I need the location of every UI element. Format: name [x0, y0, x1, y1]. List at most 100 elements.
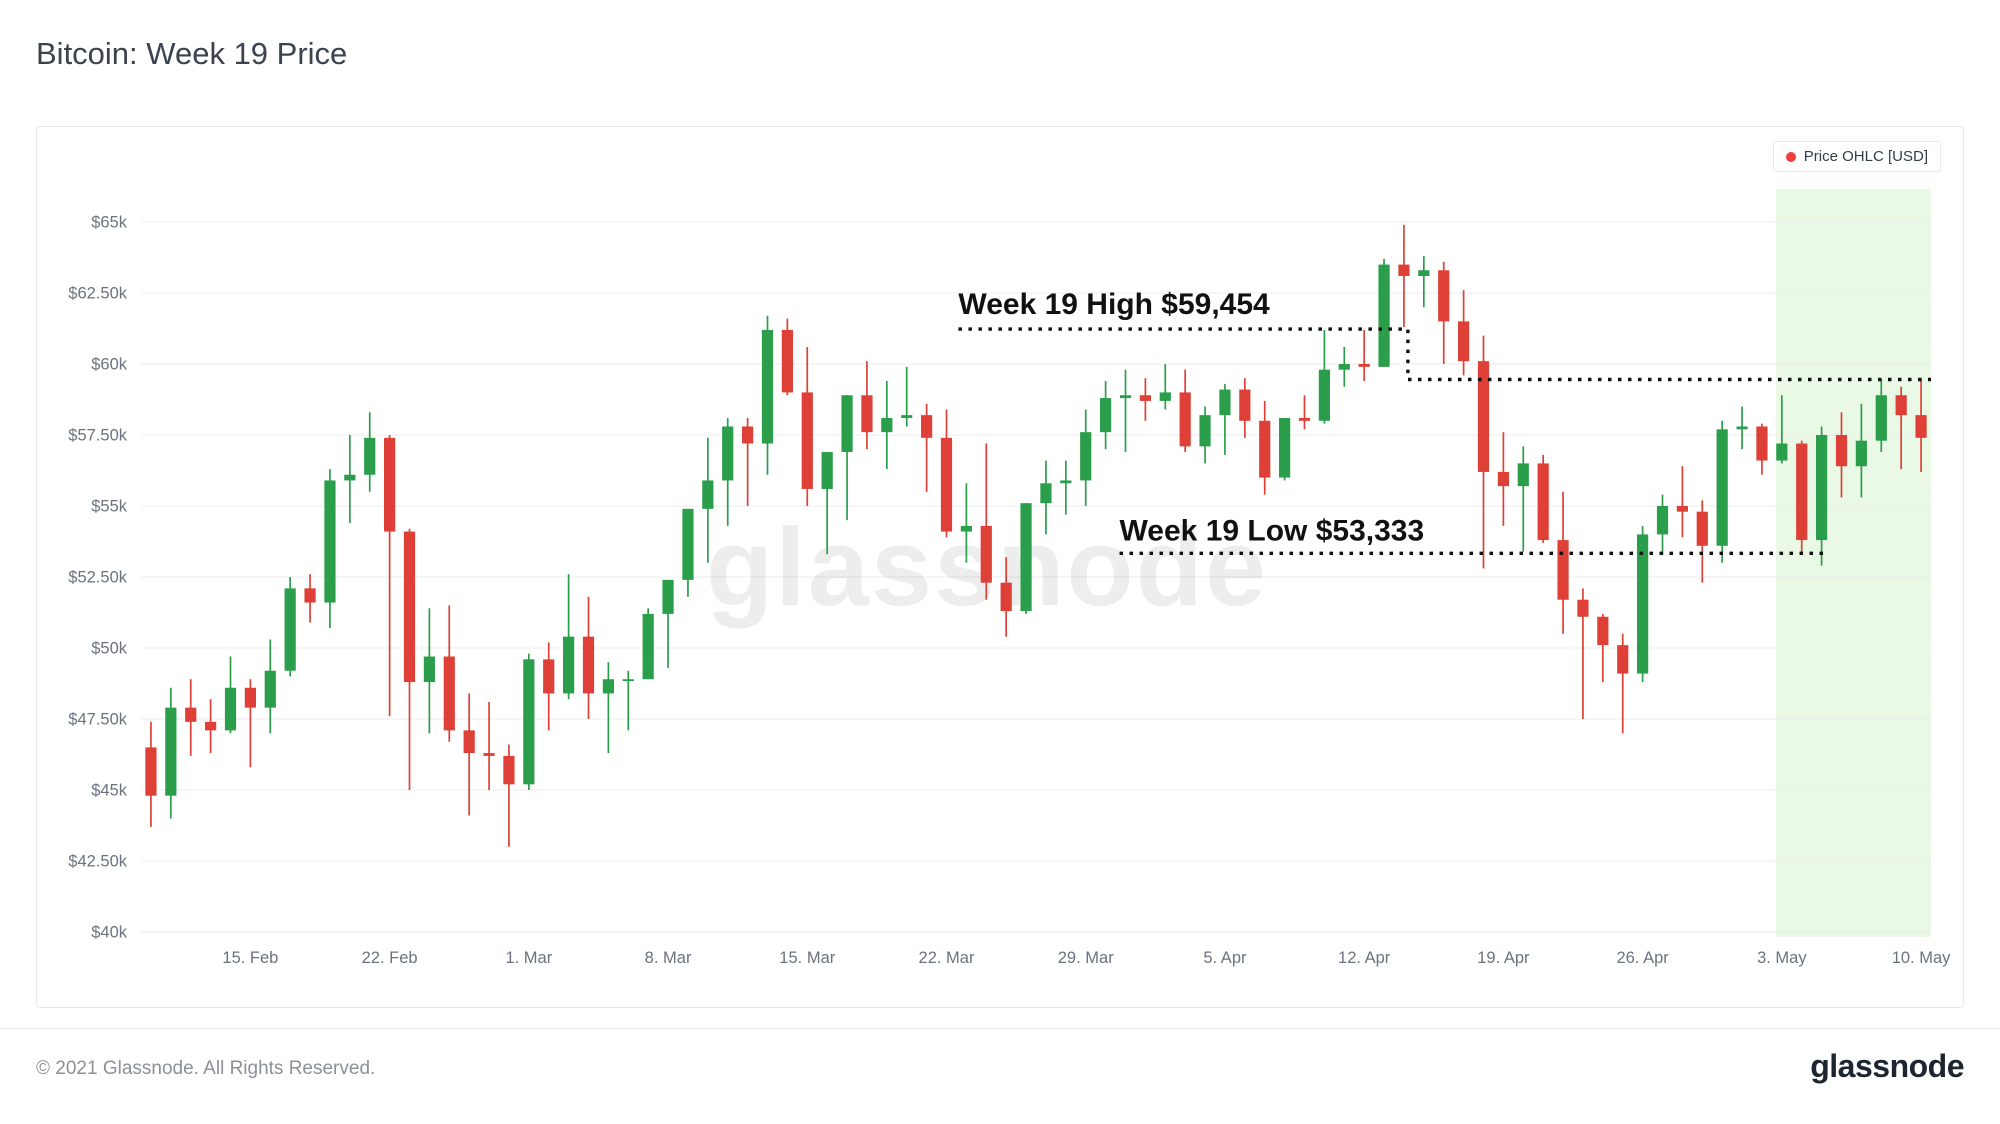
candlestick[interactable] [642, 608, 654, 680]
legend-price-ohlc[interactable]: Price OHLC [USD] [1772, 141, 1941, 172]
candlestick[interactable] [185, 679, 197, 756]
candlestick[interactable] [1736, 406, 1748, 450]
candlestick[interactable] [1776, 395, 1788, 464]
candlestick[interactable] [1040, 460, 1052, 535]
candle-body [1696, 511, 1708, 546]
candlestick[interactable] [443, 605, 455, 742]
candlestick[interactable] [463, 693, 475, 816]
candlestick[interactable] [582, 596, 595, 719]
candlestick[interactable] [1656, 494, 1669, 555]
candlestick[interactable] [960, 483, 972, 563]
candle-body [1020, 503, 1032, 612]
candlestick[interactable] [523, 653, 535, 790]
candlestick[interactable] [384, 435, 396, 717]
candlestick[interactable] [1159, 364, 1171, 410]
candlestick[interactable] [1358, 329, 1370, 382]
candlestick[interactable] [861, 361, 873, 450]
candlestick[interactable] [1716, 420, 1728, 563]
candlestick[interactable] [1756, 423, 1768, 475]
candlestick[interactable] [1418, 256, 1430, 308]
x-axis-label: 12. Apr [1338, 949, 1391, 967]
candlestick[interactable] [403, 528, 416, 790]
candlestick[interactable] [304, 574, 316, 623]
candlestick[interactable] [1497, 432, 1509, 526]
candlestick[interactable] [1338, 346, 1350, 387]
candlestick[interactable] [1000, 557, 1012, 637]
candle-body [682, 508, 694, 580]
candlestick[interactable] [1279, 417, 1291, 481]
candlestick[interactable] [284, 577, 296, 677]
candlestick[interactable] [1835, 412, 1848, 498]
candlestick[interactable] [921, 403, 933, 492]
candlestick[interactable] [1219, 383, 1231, 455]
candlestick[interactable] [224, 656, 237, 734]
candle-body [1219, 389, 1231, 416]
candlestick[interactable] [761, 315, 774, 475]
candlestick[interactable] [821, 452, 833, 555]
candlestick[interactable] [1796, 440, 1808, 554]
candlestick[interactable] [423, 608, 435, 734]
candlestick[interactable] [503, 744, 515, 847]
candlestick[interactable] [1676, 466, 1688, 538]
candlestick[interactable] [244, 679, 256, 768]
candlestick[interactable] [1438, 261, 1450, 364]
candlestick[interactable] [742, 417, 754, 506]
candle-body [344, 474, 356, 481]
candlestick[interactable] [1100, 381, 1112, 450]
candlestick[interactable] [1895, 386, 1907, 470]
candle-body [1378, 264, 1390, 367]
candlestick[interactable] [622, 670, 634, 731]
candlestick[interactable] [881, 381, 893, 470]
candlestick[interactable] [602, 662, 614, 754]
candlestick[interactable] [205, 699, 217, 754]
candlestick[interactable] [1199, 406, 1211, 464]
candlestick[interactable] [1577, 588, 1589, 719]
candlestick[interactable] [841, 395, 853, 521]
candlestick[interactable] [1855, 403, 1867, 498]
candle-body [1855, 440, 1867, 467]
candlestick[interactable] [1477, 335, 1490, 569]
candlestick[interactable] [1517, 446, 1529, 552]
candlestick[interactable] [1139, 378, 1151, 421]
candlestick[interactable] [1378, 258, 1390, 367]
candlestick[interactable] [781, 318, 793, 396]
candlestick[interactable] [901, 366, 913, 427]
candlestick[interactable] [1398, 224, 1410, 328]
candlestick[interactable] [344, 435, 356, 524]
candlestick[interactable] [364, 412, 376, 492]
candlestick[interactable] [940, 409, 953, 538]
candlestick[interactable] [264, 639, 276, 734]
candlestick[interactable] [1557, 491, 1569, 634]
candlestick[interactable] [1458, 290, 1470, 376]
candlestick[interactable] [662, 579, 674, 668]
candlestick[interactable] [1696, 500, 1708, 583]
candlestick[interactable] [1597, 613, 1609, 683]
candlestick[interactable] [1080, 409, 1092, 506]
candlestick[interactable] [1816, 426, 1828, 566]
candlestick[interactable] [801, 346, 813, 506]
candlestick[interactable] [1119, 369, 1132, 453]
candlestick[interactable] [324, 469, 336, 629]
candlestick[interactable] [165, 687, 177, 819]
candlestick[interactable] [543, 642, 555, 731]
price-chart-svg[interactable]: $65k $62.50k $60k $57.50k $55k $52.50k $50k $47… [37, 127, 1963, 1007]
candlestick[interactable] [1259, 400, 1271, 495]
candlestick[interactable] [722, 417, 734, 526]
candlestick[interactable] [1617, 633, 1629, 734]
candlestick[interactable] [1318, 329, 1330, 424]
candlestick[interactable] [1875, 379, 1887, 453]
candlestick[interactable] [1537, 454, 1549, 543]
candlestick[interactable] [980, 443, 992, 600]
candlestick[interactable] [682, 508, 694, 597]
candlestick[interactable] [1915, 378, 1927, 472]
candlestick[interactable] [1060, 460, 1072, 515]
candlestick[interactable] [563, 574, 575, 700]
candlestick[interactable] [145, 721, 157, 827]
candlestick[interactable] [1298, 395, 1311, 430]
candlestick[interactable] [1239, 378, 1251, 438]
candlestick[interactable] [1179, 369, 1191, 453]
candlestick[interactable] [483, 701, 495, 790]
candlestick[interactable] [1637, 525, 1649, 683]
candlestick[interactable] [702, 437, 714, 563]
candlestick[interactable] [1020, 503, 1032, 614]
